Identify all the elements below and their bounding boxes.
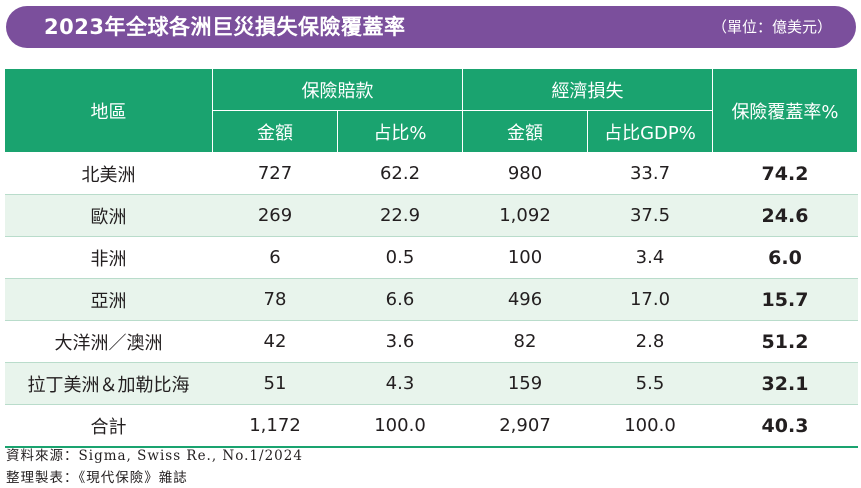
cell-ins-amount: 727: [212, 152, 338, 195]
cell-coverage-rate: 40.3: [712, 404, 858, 448]
cell-eco-gdp: 33.7: [587, 152, 713, 195]
cell-eco-gdp: 100.0: [587, 404, 713, 448]
table-row: 亞洲 78 6.6 496 17.0 15.7: [4, 278, 858, 321]
cell-ins-share: 4.3: [337, 362, 463, 405]
cell-ins-share: 62.2: [337, 152, 463, 195]
cell-eco-gdp: 37.5: [587, 194, 713, 237]
cell-region: 非洲: [4, 236, 213, 279]
cell-region: 大洋洲／澳洲: [4, 320, 213, 363]
cell-eco-amount: 1,092: [462, 194, 588, 237]
unit-label: （單位：億美元）: [711, 18, 832, 36]
page-title: 2023年全球各洲巨災損失保險覆蓋率: [44, 15, 406, 39]
cell-ins-amount: 1,172: [212, 404, 338, 448]
cell-eco-amount: 496: [462, 278, 588, 321]
table-row: 大洋洲／澳洲 42 3.6 82 2.8 51.2: [4, 320, 858, 363]
cell-coverage-rate: 32.1: [712, 362, 858, 405]
table-row: 拉丁美洲＆加勒比海 51 4.3 159 5.5 32.1: [4, 362, 858, 405]
table-row: 北美洲 727 62.2 980 33.7 74.2: [4, 152, 858, 195]
cell-coverage-rate: 74.2: [712, 152, 858, 195]
cell-coverage-rate: 24.6: [712, 194, 858, 237]
title-bar: 2023年全球各洲巨災損失保險覆蓋率 （單位：億美元）: [6, 6, 856, 48]
col-header-eco-gdp: 占比GDP%: [587, 110, 713, 153]
coverage-table: 地區 保險賠款 經濟損失 保險覆蓋率% 金額 占比% 金額 占比GDP% 北美洲…: [4, 68, 858, 448]
cell-ins-share: 0.5: [337, 236, 463, 279]
cell-coverage-rate: 15.7: [712, 278, 858, 321]
cell-coverage-rate: 51.2: [712, 320, 858, 363]
cell-region: 亞洲: [4, 278, 213, 321]
cell-region: 拉丁美洲＆加勒比海: [4, 362, 213, 405]
cell-ins-amount: 269: [212, 194, 338, 237]
col-header-ins-amount: 金額: [212, 110, 338, 153]
cell-eco-gdp: 3.4: [587, 236, 713, 279]
table-row: 歐洲 269 22.9 1,092 37.5 24.6: [4, 194, 858, 237]
cell-region: 北美洲: [4, 152, 213, 195]
cell-eco-amount: 100: [462, 236, 588, 279]
col-group-economic: 經濟損失: [462, 68, 713, 111]
cell-ins-amount: 42: [212, 320, 338, 363]
cell-eco-gdp: 17.0: [587, 278, 713, 321]
col-header-ins-share: 占比%: [337, 110, 463, 153]
col-header-region: 地區: [4, 68, 213, 153]
cell-ins-share: 3.6: [337, 320, 463, 363]
col-group-insured: 保險賠款: [212, 68, 463, 111]
cell-region: 歐洲: [4, 194, 213, 237]
col-header-eco-amount: 金額: [462, 110, 588, 153]
cell-ins-share: 22.9: [337, 194, 463, 237]
cell-ins-share: 6.6: [337, 278, 463, 321]
cell-ins-amount: 6: [212, 236, 338, 279]
cell-eco-amount: 980: [462, 152, 588, 195]
col-header-coverage: 保險覆蓋率%: [712, 68, 858, 153]
cell-ins-amount: 51: [212, 362, 338, 405]
cell-ins-share: 100.0: [337, 404, 463, 448]
cell-eco-amount: 159: [462, 362, 588, 405]
table-row-total: 合計 1,172 100.0 2,907 100.0 40.3: [4, 404, 858, 448]
compiler-note: 整理製表：《現代保險》雜誌: [6, 470, 188, 486]
cell-eco-gdp: 2.8: [587, 320, 713, 363]
table-row: 非洲 6 0.5 100 3.4 6.0: [4, 236, 858, 279]
cell-eco-gdp: 5.5: [587, 362, 713, 405]
cell-region: 合計: [4, 404, 213, 448]
cell-eco-amount: 82: [462, 320, 588, 363]
cell-coverage-rate: 6.0: [712, 236, 858, 279]
source-note: 資料來源：Sigma, Swiss Re., No.1/2024: [6, 448, 303, 464]
cell-ins-amount: 78: [212, 278, 338, 321]
cell-eco-amount: 2,907: [462, 404, 588, 448]
